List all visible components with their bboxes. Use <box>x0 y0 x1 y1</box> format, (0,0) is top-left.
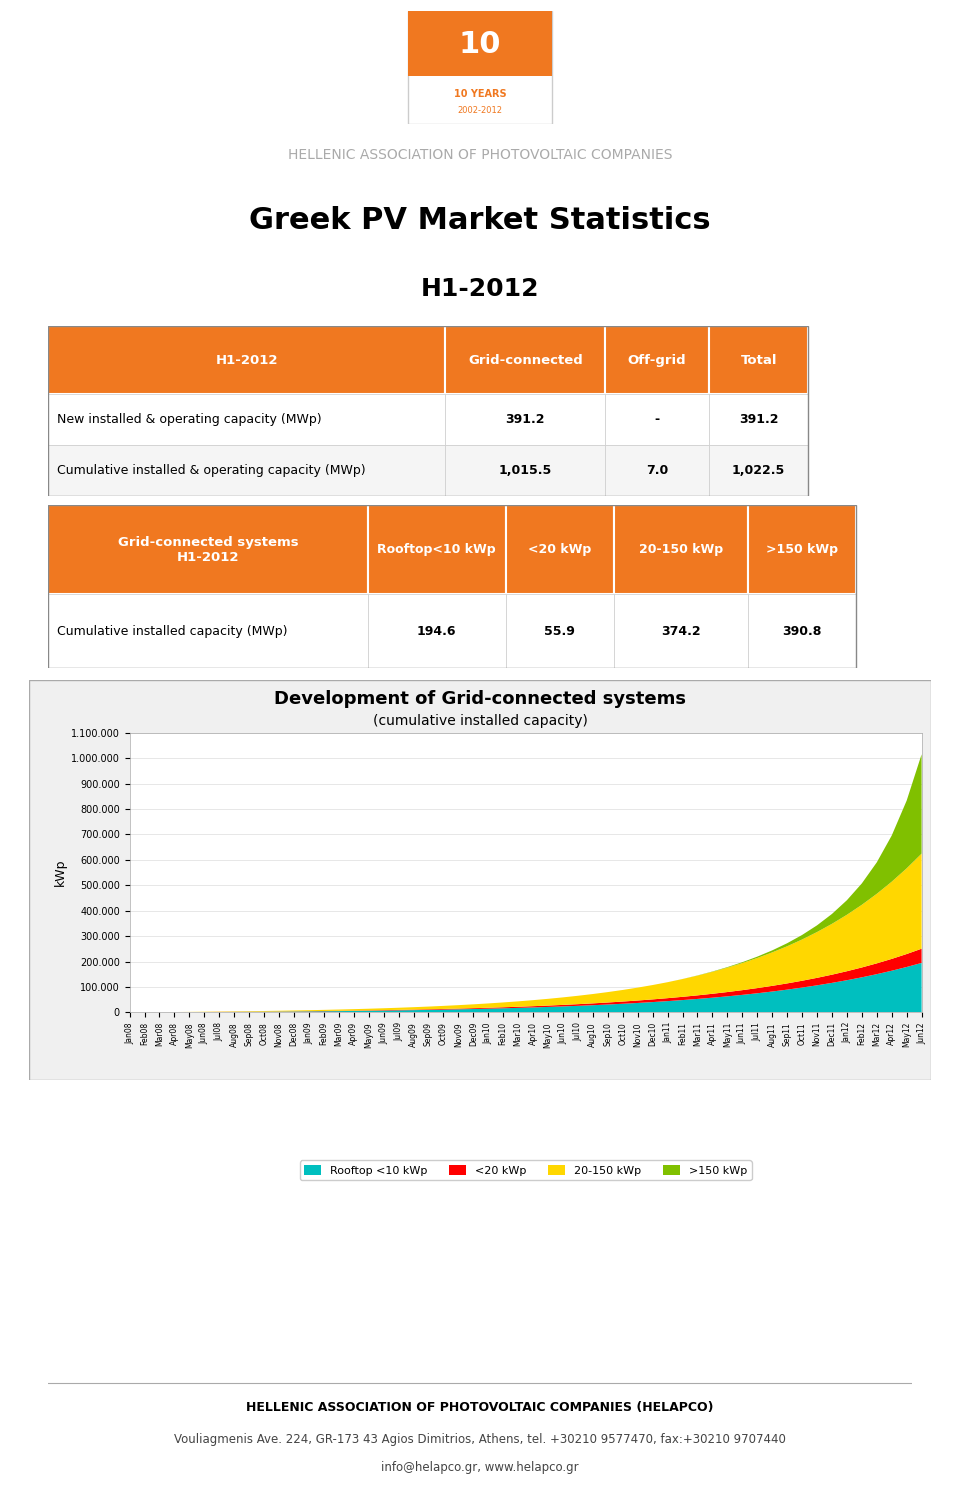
Bar <box>368 594 506 668</box>
Text: 10 YEARS: 10 YEARS <box>454 89 506 100</box>
Bar <box>445 394 606 444</box>
Bar <box>445 444 606 496</box>
Text: H1-2012: H1-2012 <box>215 354 278 367</box>
Bar <box>48 505 368 594</box>
Bar <box>48 594 368 668</box>
Text: HELLENIC ASSOCIATION OF PHOTOVOLTAIC COMPANIES: HELLENIC ASSOCIATION OF PHOTOVOLTAIC COM… <box>288 148 672 162</box>
Bar <box>709 394 808 444</box>
Text: 7.0: 7.0 <box>646 464 668 477</box>
Text: (cumulative installed capacity): (cumulative installed capacity) <box>372 715 588 728</box>
Text: 1,022.5: 1,022.5 <box>732 464 785 477</box>
Text: Vouliagmenis Ave. 224, GR-173 43 Agios Dimitrios, Athens, tel. +30210 9577470, f: Vouliagmenis Ave. 224, GR-173 43 Agios D… <box>174 1432 786 1446</box>
Text: info@helapco.gr, www.helapco.gr: info@helapco.gr, www.helapco.gr <box>381 1461 579 1475</box>
Y-axis label: kWp: kWp <box>54 858 67 887</box>
Bar <box>408 11 552 124</box>
Bar <box>445 326 606 394</box>
Bar <box>748 594 856 668</box>
Bar <box>506 594 614 668</box>
Bar <box>748 505 856 594</box>
Bar <box>48 444 445 496</box>
Text: 1,015.5: 1,015.5 <box>499 464 552 477</box>
Text: 391.2: 391.2 <box>739 413 779 426</box>
Bar <box>614 505 748 594</box>
Bar <box>48 394 445 444</box>
Text: Cumulative installed capacity (MWp): Cumulative installed capacity (MWp) <box>57 624 287 638</box>
Text: Off-grid: Off-grid <box>628 354 686 367</box>
Bar <box>606 326 708 394</box>
Bar <box>606 394 708 444</box>
Text: 374.2: 374.2 <box>661 624 701 638</box>
Text: -: - <box>655 413 660 426</box>
Bar <box>408 11 552 76</box>
Text: Total: Total <box>740 354 777 367</box>
Text: 2002-2012: 2002-2012 <box>458 106 502 115</box>
Bar <box>709 326 808 394</box>
Text: 390.8: 390.8 <box>782 624 822 638</box>
Text: H1-2012: H1-2012 <box>420 277 540 301</box>
Text: 55.9: 55.9 <box>544 624 575 638</box>
Text: >150 kWp: >150 kWp <box>766 542 838 556</box>
Bar <box>48 326 445 394</box>
Text: Rooftop<10 kWp: Rooftop<10 kWp <box>377 542 496 556</box>
Text: Grid-connected: Grid-connected <box>468 354 583 367</box>
Text: Greek PV Market Statistics: Greek PV Market Statistics <box>250 207 710 236</box>
Text: 391.2: 391.2 <box>506 413 545 426</box>
Text: Cumulative installed & operating capacity (MWp): Cumulative installed & operating capacit… <box>57 464 365 477</box>
Bar <box>709 444 808 496</box>
Bar <box>606 444 708 496</box>
Text: New installed & operating capacity (MWp): New installed & operating capacity (MWp) <box>57 413 322 426</box>
Bar <box>614 594 748 668</box>
Text: 194.6: 194.6 <box>417 624 457 638</box>
Bar <box>48 326 808 496</box>
Legend: Rooftop <10 kWp, <20 kWp, 20-150 kWp, >150 kWp: Rooftop <10 kWp, <20 kWp, 20-150 kWp, >1… <box>300 1160 752 1180</box>
Text: 20-150 kWp: 20-150 kWp <box>638 542 723 556</box>
Text: 10: 10 <box>459 30 501 59</box>
Text: Development of Grid-connected systems: Development of Grid-connected systems <box>274 691 686 709</box>
Text: HELLENIC ASSOCIATION OF PHOTOVOLTAIC COMPANIES (HELAPCO): HELLENIC ASSOCIATION OF PHOTOVOLTAIC COM… <box>247 1401 713 1414</box>
Bar <box>506 505 614 594</box>
Bar <box>368 505 506 594</box>
Text: <20 kWp: <20 kWp <box>528 542 591 556</box>
Text: Grid-connected systems
H1-2012: Grid-connected systems H1-2012 <box>117 535 299 564</box>
